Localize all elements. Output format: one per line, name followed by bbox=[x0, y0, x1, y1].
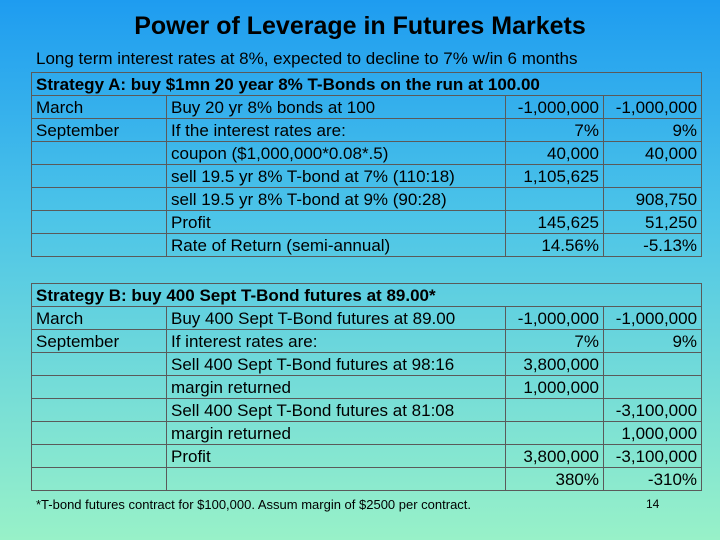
description-cell: Rate of Return (semi-annual) bbox=[166, 233, 506, 257]
value-9pct-cell: 9% bbox=[602, 329, 703, 353]
table-row: Profit 145,625 51,250 bbox=[31, 210, 703, 234]
period-cell: March bbox=[31, 306, 167, 330]
period-cell bbox=[31, 375, 167, 399]
description-cell: Sell 400 Sept T-Bond futures at 81:08 bbox=[166, 398, 506, 422]
description-cell: sell 19.5 yr 8% T-bond at 7% (110:18) bbox=[166, 164, 506, 188]
value-9pct-cell bbox=[602, 375, 703, 399]
value-9pct-cell: -3,100,000 bbox=[602, 444, 703, 468]
table-header-row: Strategy A: buy $1mn 20 year 8% T-Bonds … bbox=[30, 72, 703, 96]
description-cell: Profit bbox=[166, 444, 506, 468]
table-row: September If interest rates are: 7% 9% bbox=[31, 329, 703, 353]
footnote: *T-bond futures contract for $100,000. A… bbox=[36, 497, 472, 512]
description-cell bbox=[166, 467, 506, 491]
value-9pct-cell: -5.13% bbox=[602, 233, 703, 257]
table-row: March Buy 400 Sept T-Bond futures at 89.0… bbox=[31, 306, 703, 330]
period-cell bbox=[31, 421, 167, 445]
period-cell bbox=[31, 467, 167, 491]
description-cell: margin returned bbox=[166, 375, 506, 399]
table-row: Rate of Return (semi-annual) 14.56% -5.13% bbox=[31, 233, 703, 257]
strategy-header: Strategy A: buy $1mn 20 year 8% T-Bonds … bbox=[30, 72, 703, 96]
period-cell: September bbox=[31, 118, 167, 142]
value-7pct-cell: 7% bbox=[505, 329, 604, 353]
value-9pct-cell: -1,000,000 bbox=[602, 306, 703, 330]
table-row: Sell 400 Sept T-Bond futures at 81:08 -3,… bbox=[31, 398, 703, 422]
value-9pct-cell bbox=[602, 164, 703, 188]
period-cell: September bbox=[31, 329, 167, 353]
description-cell: margin returned bbox=[166, 421, 506, 445]
table-row: margin returned 1,000,000 bbox=[31, 421, 703, 445]
value-7pct-cell bbox=[505, 187, 604, 211]
description-cell: If the interest rates are: bbox=[166, 118, 506, 142]
value-9pct-cell: 908,750 bbox=[602, 187, 703, 211]
value-7pct-cell bbox=[505, 398, 604, 422]
value-7pct-cell: 3,800,000 bbox=[505, 352, 604, 376]
value-9pct-cell: -1,000,000 bbox=[602, 95, 703, 119]
description-cell: coupon ($1,000,000*0.08*.5) bbox=[166, 141, 506, 165]
description-cell: Buy 20 yr 8% bonds at 100 bbox=[166, 95, 506, 119]
table-header-row: Strategy B: buy 400 Sept T-Bond futures … bbox=[30, 283, 703, 307]
period-cell bbox=[31, 164, 167, 188]
value-9pct-cell: 40,000 bbox=[602, 141, 703, 165]
value-7pct-cell: -1,000,000 bbox=[505, 95, 604, 119]
value-7pct-cell: 14.56% bbox=[505, 233, 604, 257]
period-cell bbox=[31, 210, 167, 234]
table-row: margin returned 1,000,000 bbox=[31, 375, 703, 399]
description-cell: sell 19.5 yr 8% T-bond at 9% (90:28) bbox=[166, 187, 506, 211]
period-cell bbox=[31, 352, 167, 376]
value-7pct-cell: 1,000,000 bbox=[505, 375, 604, 399]
value-9pct-cell: -310% bbox=[602, 467, 703, 491]
table-row: 380% -310% bbox=[31, 467, 703, 491]
period-cell bbox=[31, 141, 167, 165]
strategy-header: Strategy B: buy 400 Sept T-Bond futures … bbox=[30, 283, 703, 307]
table-row: March Buy 20 yr 8% bonds at 100 -1,000,000… bbox=[31, 95, 703, 119]
value-9pct-cell: 1,000,000 bbox=[602, 421, 703, 445]
value-7pct-cell: 380% bbox=[505, 467, 604, 491]
period-cell bbox=[31, 187, 167, 211]
value-7pct-cell bbox=[505, 421, 604, 445]
value-9pct-cell: 9% bbox=[602, 118, 703, 142]
slide-subtitle: Long term interest rates at 8%, expected… bbox=[36, 49, 578, 68]
strategy-b-table: Strategy B: buy 400 Sept T-Bond futures … bbox=[30, 283, 703, 491]
value-7pct-cell: 145,625 bbox=[505, 210, 604, 234]
page-number: 14 bbox=[646, 497, 660, 511]
period-cell bbox=[31, 233, 167, 257]
table-row: sell 19.5 yr 8% T-bond at 9% (90:28) 908,… bbox=[31, 187, 703, 211]
table-row: September If the interest rates are: 7% 9% bbox=[31, 118, 703, 142]
period-cell: March bbox=[31, 95, 167, 119]
description-cell: Sell 400 Sept T-Bond futures at 98:16 bbox=[166, 352, 506, 376]
description-cell: Buy 400 Sept T-Bond futures at 89.00 bbox=[166, 306, 506, 330]
table-row: Profit 3,800,000 -3,100,000 bbox=[31, 444, 703, 468]
value-9pct-cell: 51,250 bbox=[602, 210, 703, 234]
value-7pct-cell: 7% bbox=[505, 118, 604, 142]
table-row: Sell 400 Sept T-Bond futures at 98:16 3,8… bbox=[31, 352, 703, 376]
value-7pct-cell: 3,800,000 bbox=[505, 444, 604, 468]
description-cell: Profit bbox=[166, 210, 506, 234]
description-cell: If interest rates are: bbox=[166, 329, 506, 353]
table-row: sell 19.5 yr 8% T-bond at 7% (110:18) 1,1… bbox=[31, 164, 703, 188]
value-9pct-cell: -3,100,000 bbox=[602, 398, 703, 422]
period-cell bbox=[31, 444, 167, 468]
value-7pct-cell: 40,000 bbox=[505, 141, 604, 165]
value-7pct-cell: 1,105,625 bbox=[505, 164, 604, 188]
value-9pct-cell bbox=[602, 352, 703, 376]
slide-title: Power of Leverage in Futures Markets bbox=[134, 12, 586, 40]
value-7pct-cell: -1,000,000 bbox=[505, 306, 604, 330]
period-cell bbox=[31, 398, 167, 422]
table-row: coupon ($1,000,000*0.08*.5) 40,000 40,000 bbox=[31, 141, 703, 165]
strategy-a-table: Strategy A: buy $1mn 20 year 8% T-Bonds … bbox=[30, 72, 703, 257]
